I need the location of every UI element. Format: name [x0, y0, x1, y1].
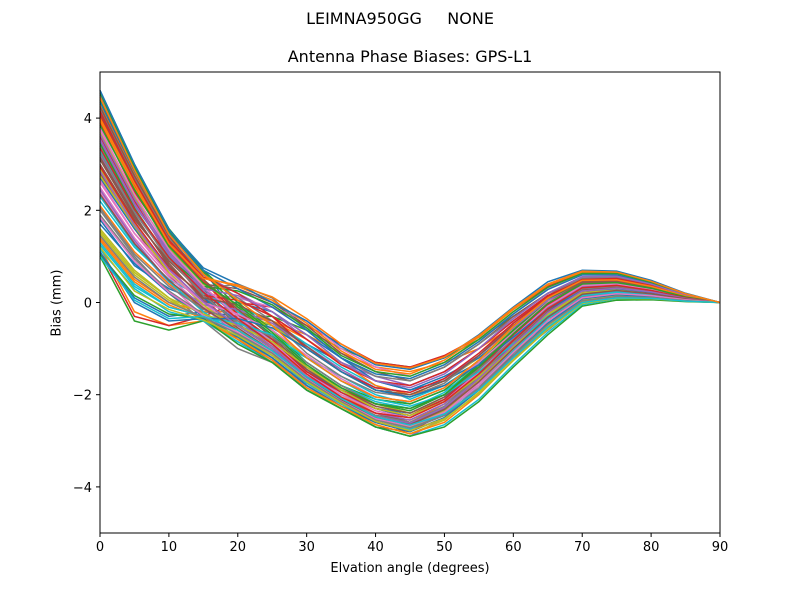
- series-line: [99, 97, 721, 403]
- x-tick-label: 70: [574, 540, 591, 555]
- series-line: [99, 219, 721, 391]
- series-line: [99, 133, 721, 389]
- x-tick-label: 40: [367, 540, 384, 555]
- series-line: [99, 92, 721, 412]
- x-axis-label: Elvation angle (degrees): [330, 561, 490, 576]
- series-line: [99, 113, 721, 382]
- axes-frame: [99, 71, 721, 534]
- y-axis-label: Bias (mm): [49, 269, 65, 337]
- y-tick-label: 2: [84, 204, 92, 219]
- series-line: [99, 223, 721, 433]
- series-line: [99, 94, 721, 387]
- plot-title: Antenna Phase Biases: GPS-L1: [287, 47, 533, 66]
- series-line: [99, 170, 721, 425]
- x-tick-label: 0: [96, 540, 104, 555]
- series-line: [99, 255, 721, 426]
- x-tick-label: 30: [298, 540, 315, 555]
- y-tick-label: 0: [84, 297, 92, 312]
- x-axis-ticks: 0 10 20 30 40 50 60 70 80 90: [96, 533, 728, 555]
- x-tick-label: 60: [505, 540, 522, 555]
- series-line: [99, 230, 721, 417]
- x-tick-label: 80: [643, 540, 660, 555]
- series-line: [99, 106, 721, 414]
- series-line: [99, 110, 721, 394]
- series-line: [99, 216, 721, 427]
- series-line: [99, 147, 721, 419]
- series-lines: [99, 90, 721, 437]
- series-line: [99, 235, 721, 429]
- figure-suptitle: LEIMNA950GG NONE: [306, 9, 494, 28]
- y-tick-label: −4: [73, 481, 92, 496]
- x-tick-label: 90: [712, 540, 729, 555]
- y-axis-ticks: −4 −2 0 2 4: [73, 112, 100, 496]
- series-line: [99, 101, 721, 380]
- series-line: [99, 99, 721, 405]
- x-tick-label: 10: [161, 540, 178, 555]
- series-line: [99, 120, 721, 375]
- series-line: [99, 196, 721, 431]
- series-line: [99, 126, 721, 378]
- y-tick-label: −2: [73, 389, 92, 404]
- x-tick-label: 50: [436, 540, 453, 555]
- y-tick-label: 4: [84, 112, 92, 127]
- x-tick-label: 20: [230, 540, 247, 555]
- series-line: [99, 124, 721, 410]
- series-line: [99, 108, 721, 398]
- series-line: [99, 156, 721, 396]
- series-line: [99, 117, 721, 369]
- series-line: [99, 90, 721, 371]
